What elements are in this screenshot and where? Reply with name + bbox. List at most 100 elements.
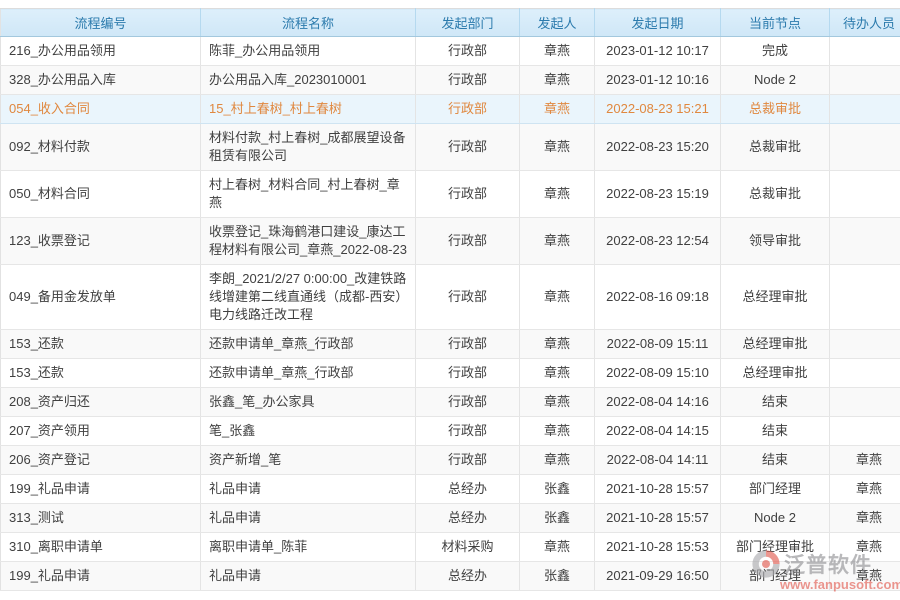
cell-id: 199_礼品申请: [0, 561, 201, 591]
table-row[interactable]: 199_礼品申请 礼品申请 总经办 张鑫 2021-09-29 16:50 部门经理 章燕: [0, 561, 900, 591]
table-row[interactable]: 328_办公用品入库 办公用品入库_2023010001 行政部 章燕 2023-01-…: [0, 65, 900, 95]
cell-assignee: 章燕: [829, 532, 900, 562]
cell-assignee: [829, 123, 900, 171]
cell-initiator: 章燕: [519, 358, 595, 388]
cell-dept: 材料采购: [415, 532, 520, 562]
cell-name: 还款申请单_章燕_行政部: [200, 358, 416, 388]
cell-initiator: 章燕: [519, 36, 595, 66]
cell-date: 2022-08-09 15:10: [594, 358, 721, 388]
cell-id: 153_还款: [0, 329, 201, 359]
table-row[interactable]: 208_资产归还 张鑫_笔_办公家具 行政部 章燕 2022-08-04 14:16 结束: [0, 387, 900, 417]
table-header: 流程编号 流程名称 发起部门 发起人 发起日期 当前节点 待办人员: [0, 8, 900, 37]
cell-id: 216_办公用品领用: [0, 36, 201, 66]
cell-date: 2022-08-23 15:21: [594, 94, 721, 124]
cell-date: 2022-08-23 12:54: [594, 217, 721, 265]
cell-node: Node 2: [720, 503, 830, 533]
table-row[interactable]: 199_礼品申请 礼品申请 总经办 张鑫 2021-10-28 15:57 部门经理 章燕: [0, 474, 900, 504]
cell-date: 2022-08-04 14:16: [594, 387, 721, 417]
cell-assignee: [829, 387, 900, 417]
cell-id: 328_办公用品入库: [0, 65, 201, 95]
column-header-date: 发起日期: [594, 8, 721, 37]
cell-date: 2021-09-29 16:50: [594, 561, 721, 591]
table-row[interactable]: 153_还款 还款申请单_章燕_行政部 行政部 章燕 2022-08-09 15:10 总…: [0, 358, 900, 388]
cell-initiator: 章燕: [519, 532, 595, 562]
cell-assignee: [829, 94, 900, 124]
table-row[interactable]: 049_备用金发放单 李朗_2021/2/27 0:00:00_改建铁路线增建第二…: [0, 264, 900, 330]
cell-initiator: 章燕: [519, 94, 595, 124]
column-header-node: 当前节点: [720, 8, 830, 37]
cell-initiator: 张鑫: [519, 474, 595, 504]
cell-name: 办公用品入库_2023010001: [200, 65, 416, 95]
cell-assignee: 章燕: [829, 445, 900, 475]
cell-dept: 行政部: [415, 329, 520, 359]
cell-date: 2022-08-16 09:18: [594, 264, 721, 330]
cell-assignee: [829, 65, 900, 95]
cell-node: 完成: [720, 36, 830, 66]
table-row[interactable]: 054_收入合同 15_村上春树_村上春树 行政部 章燕 2022-08-23 15:2…: [0, 94, 900, 124]
cell-dept: 行政部: [415, 387, 520, 417]
cell-id: 206_资产登记: [0, 445, 201, 475]
table-row[interactable]: 313_测试 礼品申请 总经办 张鑫 2021-10-28 15:57 Node 2 章燕: [0, 503, 900, 533]
cell-node: 部门经理审批: [720, 532, 830, 562]
cell-node: 总经理审批: [720, 329, 830, 359]
cell-assignee: [829, 358, 900, 388]
table-row[interactable]: 092_材料付款 材料付款_村上春树_成都展望设备租赁有限公司 行政部 章燕 2022-…: [0, 123, 900, 171]
table-row[interactable]: 207_资产领用 笔_张鑫 行政部 章燕 2022-08-04 14:15 结束: [0, 416, 900, 446]
cell-name: 15_村上春树_村上春树: [200, 94, 416, 124]
cell-node: 总裁审批: [720, 170, 830, 218]
cell-assignee: 章燕: [829, 474, 900, 504]
cell-date: 2022-08-23 15:19: [594, 170, 721, 218]
cell-node: 部门经理: [720, 561, 830, 591]
cell-name: 离职申请单_陈菲: [200, 532, 416, 562]
cell-date: 2022-08-04 14:15: [594, 416, 721, 446]
cell-date: 2022-08-09 15:11: [594, 329, 721, 359]
cell-assignee: 章燕: [829, 503, 900, 533]
cell-assignee: [829, 170, 900, 218]
cell-name: 村上春树_材料合同_村上春树_章燕: [200, 170, 416, 218]
table-row[interactable]: 153_还款 还款申请单_章燕_行政部 行政部 章燕 2022-08-09 15:11 总…: [0, 329, 900, 359]
cell-id: 208_资产归还: [0, 387, 201, 417]
cell-initiator: 张鑫: [519, 561, 595, 591]
cell-node: 总裁审批: [720, 94, 830, 124]
cell-dept: 总经办: [415, 561, 520, 591]
cell-name: 礼品申请: [200, 503, 416, 533]
cell-date: 2022-08-04 14:11: [594, 445, 721, 475]
cell-name: 礼品申请: [200, 561, 416, 591]
cell-dept: 行政部: [415, 123, 520, 171]
cell-id: 123_收票登记: [0, 217, 201, 265]
column-header-initiator: 发起人: [519, 8, 595, 37]
cell-dept: 行政部: [415, 264, 520, 330]
cell-name: 收票登记_珠海鹤港口建设_康达工程材料有限公司_章燕_2022-08-23: [200, 217, 416, 265]
cell-dept: 行政部: [415, 358, 520, 388]
cell-node: 结束: [720, 416, 830, 446]
cell-dept: 行政部: [415, 416, 520, 446]
table-row[interactable]: 216_办公用品领用 陈菲_办公用品领用 行政部 章燕 2023-01-12 10:17…: [0, 36, 900, 66]
cell-name: 李朗_2021/2/27 0:00:00_改建铁路线增建第二线直通线（成都-西安…: [200, 264, 416, 330]
cell-date: 2021-10-28 15:57: [594, 503, 721, 533]
table-row[interactable]: 050_材料合同 村上春树_材料合同_村上春树_章燕 行政部 章燕 2022-08-23…: [0, 170, 900, 218]
cell-dept: 总经办: [415, 474, 520, 504]
cell-assignee: [829, 36, 900, 66]
cell-initiator: 章燕: [519, 217, 595, 265]
cell-node: 结束: [720, 445, 830, 475]
cell-assignee: 章燕: [829, 561, 900, 591]
cell-name: 张鑫_笔_办公家具: [200, 387, 416, 417]
cell-node: 总经理审批: [720, 264, 830, 330]
column-header-name: 流程名称: [200, 8, 416, 37]
cell-date: 2021-10-28 15:53: [594, 532, 721, 562]
cell-dept: 行政部: [415, 170, 520, 218]
cell-assignee: [829, 329, 900, 359]
cell-node: 总经理审批: [720, 358, 830, 388]
cell-initiator: 章燕: [519, 170, 595, 218]
cell-node: Node 2: [720, 65, 830, 95]
cell-initiator: 章燕: [519, 387, 595, 417]
cell-initiator: 章燕: [519, 416, 595, 446]
cell-dept: 行政部: [415, 36, 520, 66]
table-row[interactable]: 206_资产登记 资产新增_笔 行政部 章燕 2022-08-04 14:11 结束 章燕: [0, 445, 900, 475]
table-row[interactable]: 310_离职申请单 离职申请单_陈菲 材料采购 章燕 2021-10-28 15:53 部…: [0, 532, 900, 562]
table-row[interactable]: 123_收票登记 收票登记_珠海鹤港口建设_康达工程材料有限公司_章燕_2022-…: [0, 217, 900, 265]
cell-dept: 行政部: [415, 94, 520, 124]
cell-initiator: 章燕: [519, 329, 595, 359]
cell-dept: 行政部: [415, 445, 520, 475]
cell-id: 050_材料合同: [0, 170, 201, 218]
